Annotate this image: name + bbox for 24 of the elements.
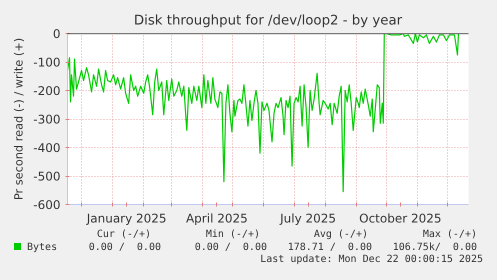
legend-label: Bytes [27, 241, 58, 255]
y-tick-label: -300 [33, 112, 60, 126]
y-tick-label: -200 [33, 84, 60, 98]
y-tick-label: -600 [33, 198, 60, 212]
text: Last update: Mon Dec 22 00:00:15 2025 [260, 253, 483, 267]
y-tick-label: 0 [52, 27, 61, 41]
y-tick-label: -100 [33, 56, 60, 70]
y-axis-title: Pr second read (-) / write (+) [11, 38, 26, 200]
y-tick-label: -400 [33, 141, 60, 155]
y-tick-label: -500 [33, 170, 60, 184]
text: 106.75k/ 0.00 [392, 241, 477, 254]
x-tick-label: January 2025 [86, 212, 167, 226]
text: Avg (-/+) [314, 228, 368, 242]
x-tick-label: October 2025 [359, 212, 442, 226]
text: Cur (-/+) [96, 228, 151, 242]
chart-title: Disk throughput for /dev/loop2 - by year [134, 14, 403, 28]
x-tick-label: April 2025 [186, 212, 248, 226]
text: 0.00 / 0.00 [88, 241, 161, 255]
text: 178.71 / 0.00 [288, 241, 372, 254]
x-tick-label: July 2025 [279, 212, 336, 226]
text: Max (-/+) [422, 228, 477, 242]
text: 0.00 / 0.00 [194, 241, 267, 254]
text: Min (-/+) [206, 228, 260, 242]
line-series [68, 34, 460, 192]
